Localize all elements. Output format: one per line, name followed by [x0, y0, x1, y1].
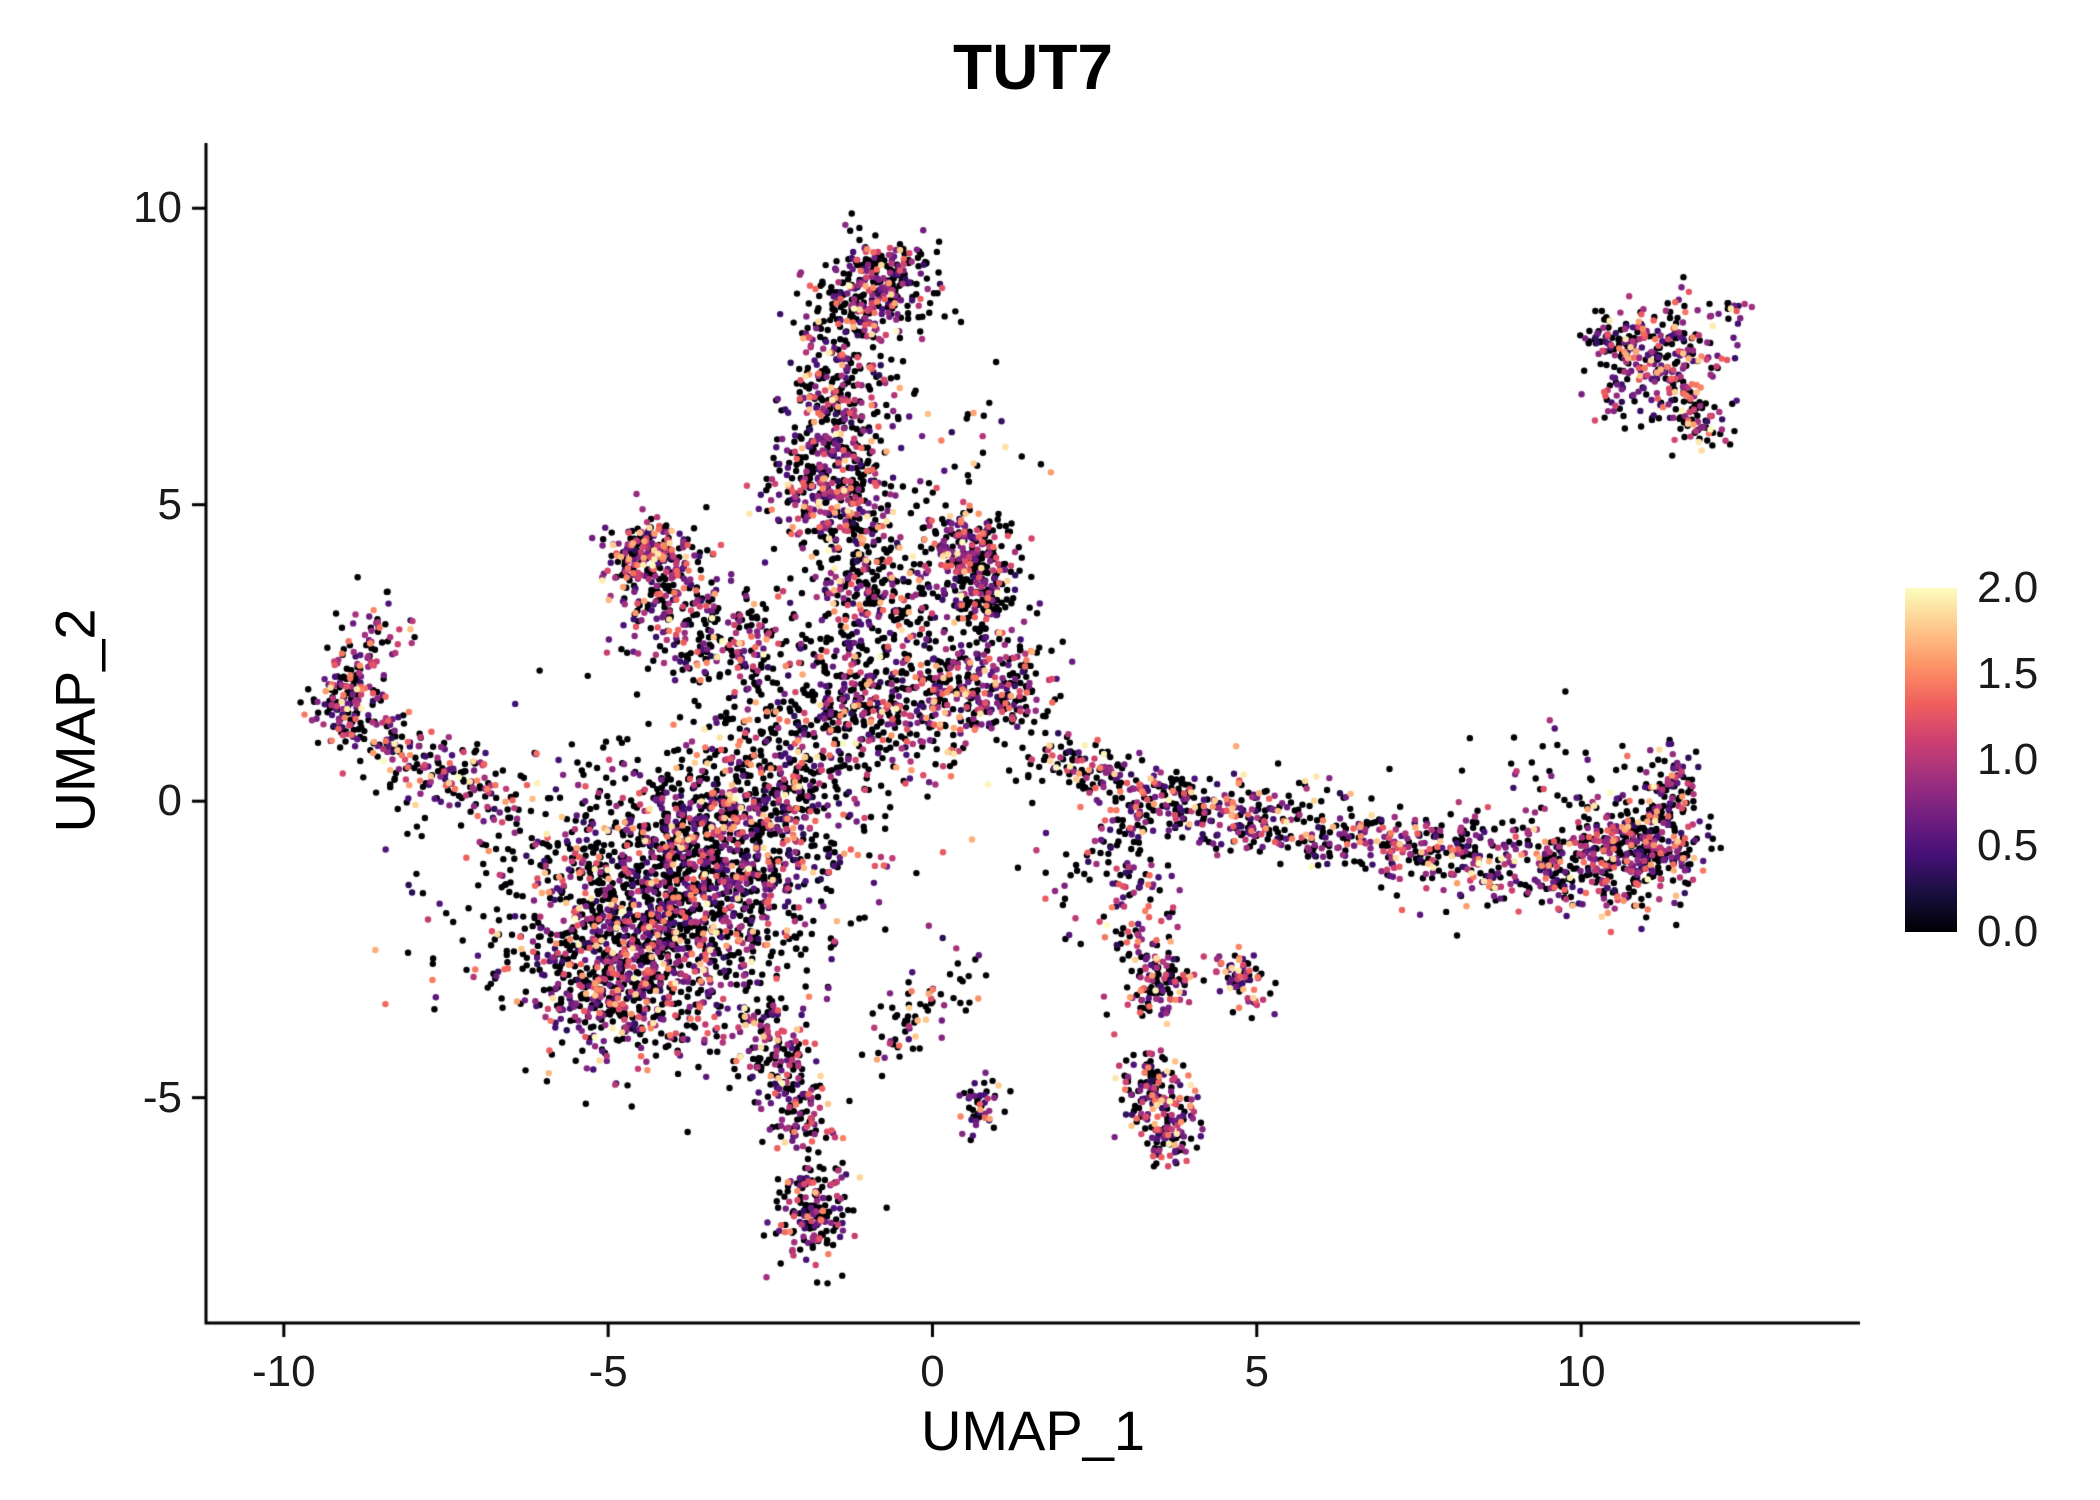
colorbar-tick-label: 1.5 — [1977, 649, 2039, 698]
colorbar-gradient — [1905, 588, 1957, 932]
x-tick-label: 5 — [1244, 1347, 1269, 1396]
y-tick-label: -5 — [142, 1072, 182, 1122]
x-tick-label: -5 — [588, 1347, 628, 1396]
x-tick-label: -10 — [252, 1347, 316, 1396]
colorbar-tick-label: 2.0 — [1977, 563, 2039, 612]
plot-title: TUT7 — [953, 31, 1113, 103]
x-tick-label: 10 — [1556, 1347, 1606, 1396]
y-tick-label: 10 — [133, 183, 182, 233]
y-tick-label: 0 — [157, 776, 182, 826]
y-axis-label: UMAP_2 — [43, 608, 107, 833]
x-tick-label: 0 — [920, 1347, 945, 1396]
x-axis-label: UMAP_1 — [920, 1399, 1146, 1462]
colorbar-tick-label: 0.5 — [1977, 821, 2039, 870]
colorbar-tick-label: 1.0 — [1977, 735, 2039, 784]
colorbar-tick-label: 0.0 — [1977, 907, 2039, 956]
y-tick-label: 5 — [157, 479, 182, 529]
